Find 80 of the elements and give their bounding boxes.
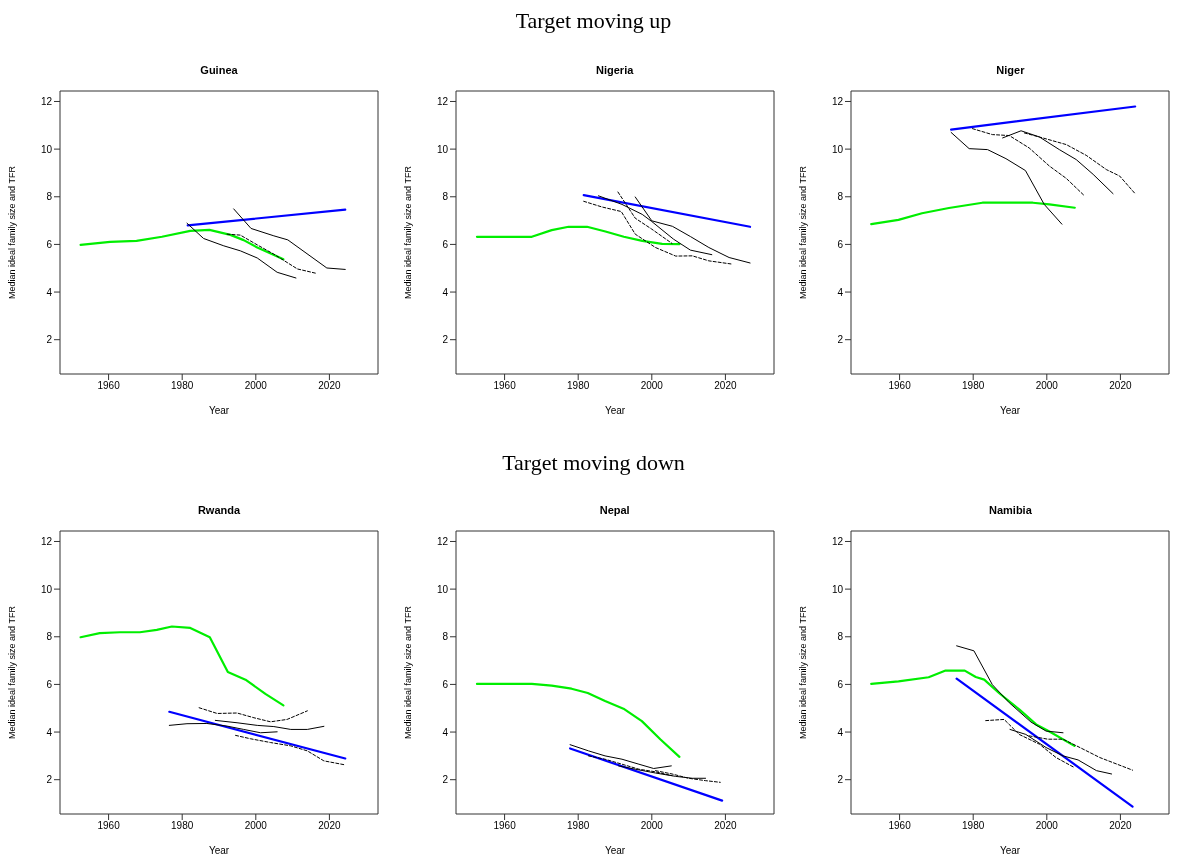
chart-title: Nigeria [595, 63, 635, 78]
x-tick-label: 1980 [171, 380, 194, 392]
y-axis-title: Median ideal family size and TFR [402, 605, 413, 739]
y-tick-label: 4 [837, 726, 844, 738]
x-axis-title: Year [604, 845, 626, 856]
y-tick-label: 8 [837, 631, 844, 643]
x-tick-label: 1960 [888, 820, 912, 832]
y-axis-title: Median ideal family size and TFR [7, 165, 18, 299]
y-tick-label: 6 [442, 678, 449, 690]
x-tick-label: 1960 [97, 380, 121, 392]
y-tick-label: 10 [832, 143, 844, 155]
y-tick-label: 4 [837, 286, 844, 298]
x-axis-title: Year [208, 845, 230, 856]
x-tick-label: 1980 [171, 820, 194, 832]
y-tick-label: 6 [837, 238, 844, 250]
y-tick-label: 12 [832, 96, 844, 108]
x-axis-title: Year [604, 405, 626, 416]
y-tick-label: 2 [46, 774, 53, 786]
y-tick-label: 10 [436, 583, 449, 595]
x-tick-label: 1980 [566, 820, 590, 832]
y-tick-label: 6 [46, 238, 53, 250]
y-tick-label: 6 [46, 678, 53, 690]
y-tick-label: 8 [46, 191, 53, 203]
x-tick-label: 1960 [493, 380, 516, 392]
y-axis-title: Median ideal family size and TFR [7, 605, 18, 739]
y-tick-label: 4 [46, 286, 53, 298]
x-tick-label: 1960 [493, 820, 516, 832]
x-tick-label: 1980 [566, 380, 590, 392]
x-axis-title: Year [1000, 405, 1022, 416]
chart-title: Rwanda [196, 503, 242, 518]
x-tick-label: 2020 [1109, 380, 1133, 392]
text: Target moving down [501, 450, 686, 476]
y-tick-label: 6 [837, 678, 844, 690]
chart-title: Niger [995, 63, 1026, 78]
x-axis-title: Year [1000, 845, 1022, 856]
x-tick-label: 1980 [962, 820, 986, 832]
x-tick-label: 2020 [713, 820, 737, 832]
x-tick-label: 2020 [318, 380, 341, 392]
y-tick-label: 10 [832, 583, 844, 595]
x-tick-label: 2020 [318, 820, 341, 832]
x-tick-label: 1960 [97, 820, 121, 832]
y-tick-label: 12 [40, 536, 53, 548]
y-tick-label: 12 [436, 536, 449, 548]
y-tick-label: 8 [46, 631, 53, 643]
y-tick-label: 8 [837, 191, 844, 203]
x-axis-title: Year [208, 405, 230, 416]
x-tick-label: 2000 [244, 820, 268, 832]
y-tick-label: 2 [442, 334, 449, 346]
x-tick-label: 2000 [1036, 820, 1059, 832]
y-tick-label: 10 [40, 143, 53, 155]
x-tick-label: 2020 [713, 380, 737, 392]
x-tick-label: 2000 [640, 820, 664, 832]
y-tick-label: 4 [46, 726, 53, 738]
chart-title: Nepal [598, 503, 631, 518]
x-tick-label: 2000 [244, 380, 268, 392]
y-tick-label: 10 [436, 143, 449, 155]
y-tick-label: 2 [442, 774, 449, 786]
y-tick-label: 12 [436, 96, 449, 108]
x-tick-label: 1960 [888, 380, 912, 392]
y-tick-label: 10 [40, 583, 53, 595]
y-tick-label: 12 [832, 536, 844, 548]
x-tick-label: 2000 [1036, 380, 1059, 392]
x-tick-label: 2000 [640, 380, 664, 392]
y-tick-label: 6 [442, 238, 449, 250]
y-tick-label: 2 [46, 334, 53, 346]
y-tick-label: 2 [837, 334, 844, 346]
y-axis-title: Median ideal family size and TFR [402, 165, 413, 299]
text: Target moving up [514, 8, 673, 34]
y-tick-label: 4 [442, 286, 449, 298]
y-axis-title: Median ideal family size and TFR [798, 605, 809, 739]
x-tick-label: 1980 [962, 380, 986, 392]
y-axis-title: Median ideal family size and TFR [798, 165, 809, 299]
chart-title: Guinea [199, 63, 239, 78]
y-tick-label: 12 [40, 96, 53, 108]
y-tick-label: 4 [442, 726, 449, 738]
x-tick-label: 2020 [1109, 820, 1133, 832]
y-tick-label: 2 [837, 774, 844, 786]
y-tick-label: 8 [442, 191, 449, 203]
chart-title: Namibia [988, 503, 1033, 518]
y-tick-label: 8 [442, 631, 449, 643]
